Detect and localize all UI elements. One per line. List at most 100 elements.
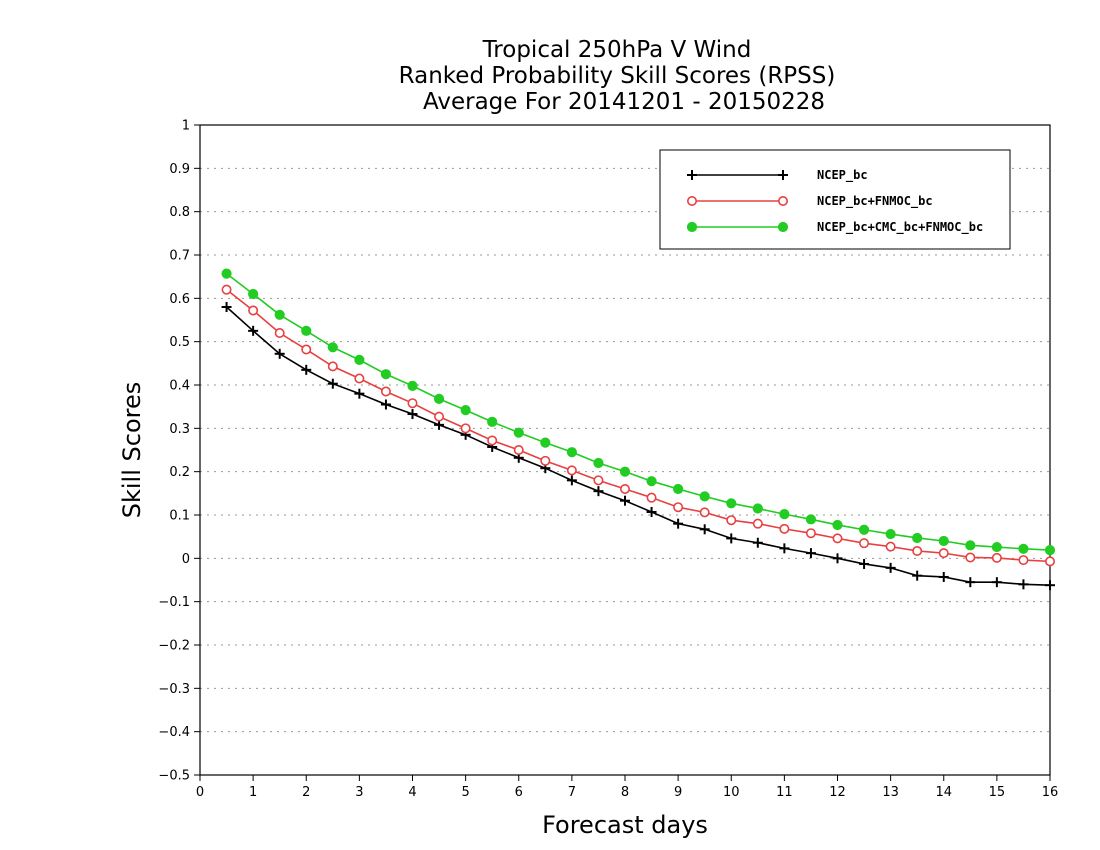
x-tick-label: 15 [989,785,1006,800]
data-point [593,475,604,486]
y-tick-label: 1 [182,119,190,134]
data-point [885,541,896,552]
y-tick-label: −0.1 [158,595,190,610]
x-tick-label: 6 [515,785,523,800]
x-tick-label: 1 [249,785,257,800]
legend-marker [777,196,788,207]
data-point [779,509,790,520]
data-point [673,483,684,495]
data-point [752,518,763,529]
y-tick-label: 0.9 [169,162,190,177]
legend-box [659,149,1011,250]
data-point [912,545,923,556]
data-point [938,571,949,582]
data-point [248,288,259,300]
data-point [646,476,657,487]
x-tick-label: 2 [302,785,310,800]
data-point [991,541,1002,553]
data-point [885,562,896,573]
chart-title: Tropical 250hPa V Wind Ranked Probabilit… [399,37,836,115]
data-point [221,268,232,279]
data-point [513,427,524,438]
data-point [274,348,285,359]
y-tick-label: −0.5 [158,769,190,784]
data-point [433,393,445,404]
data-point [221,284,232,295]
x-tick-label: 16 [1042,785,1059,800]
x-tick-label: 12 [829,785,846,800]
data-point [487,435,498,446]
data-point [619,466,631,477]
x-tick-label: 0 [196,785,204,800]
data-point [513,444,524,455]
data-point [673,518,684,529]
data-point [938,535,949,547]
data-point [805,528,816,539]
data-point [938,548,949,559]
data-point [274,309,285,320]
data-point [726,515,737,526]
title-line-2: Ranked Probability Skill Scores (RPSS) [399,63,836,89]
title-line-3: Average For 20141201 - 20150228 [423,89,825,115]
data-point [726,498,737,509]
data-point [566,447,577,458]
data-point [752,503,763,514]
legend-marker [686,221,698,233]
y-tick-label: −0.3 [158,682,190,697]
data-point [301,344,312,355]
legend-item: NCEP_bc+CMC_bc+FNMOC_bc [686,220,983,235]
series-ncep-bc-fnmoc-bc [221,284,1056,567]
data-point [301,325,312,336]
data-point [593,457,604,469]
legend-entries: NCEP_bc NCEP_bc+FNMOC_bc NCEP_bc+CMC_bc+FN… [686,168,983,235]
y-axis-label: Skill Scores [118,382,146,519]
data-point [619,483,630,494]
data-point [832,533,843,544]
y-tick-label: 0.5 [169,335,190,350]
data-point [380,369,392,380]
data-point [407,380,418,391]
data-point [566,465,577,476]
data-point [1045,556,1056,567]
x-tick-label: 14 [935,785,952,800]
x-tick-label: 4 [408,785,416,800]
data-point [380,399,391,410]
data-point [991,577,1002,588]
data-point [434,411,445,422]
data-point [380,386,391,397]
y-tick-label: 0.1 [169,509,190,524]
data-point [540,437,551,448]
data-point [460,405,471,416]
data-point [752,537,763,548]
data-point [487,416,498,427]
x-tick-label: 10 [723,785,740,800]
data-point [1018,543,1029,554]
data-point [354,388,365,399]
data-point [646,492,657,503]
data-point [327,342,338,353]
data-point [965,577,976,588]
data-point [699,491,710,502]
y-tick-label: −0.2 [158,639,190,654]
y-tick-label: 0.3 [169,422,190,437]
data-point [885,528,896,540]
data-point [646,506,657,517]
data-point [805,548,816,559]
data-point [832,553,843,564]
data-point [354,373,365,384]
series-group [221,268,1056,591]
legend-marker [686,196,697,207]
data-point [354,354,365,365]
data-point [301,364,312,375]
data-point [859,558,870,569]
y-tick-label: 0.7 [169,249,190,264]
x-tick-label: 8 [621,785,629,800]
legend-marker [778,170,788,180]
legend-item: NCEP_bc [687,168,868,183]
y-tick-label: 0.6 [169,292,190,307]
data-point [859,538,870,549]
data-point [699,507,710,518]
data-point [407,398,418,409]
data-point [1018,579,1029,590]
